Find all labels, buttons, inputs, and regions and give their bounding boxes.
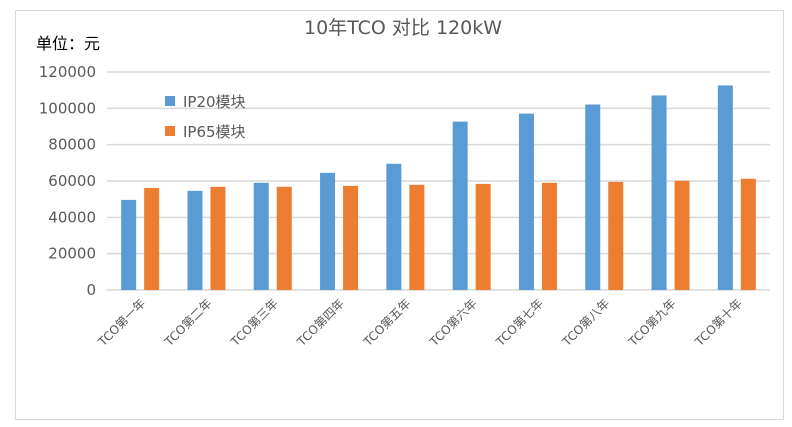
bar-ip65 — [608, 181, 624, 290]
legend-swatch — [165, 96, 175, 106]
bar-ip20 — [386, 163, 402, 290]
x-tick-label: TCO第九年 — [625, 296, 678, 349]
y-tick-label: 120000 — [39, 63, 96, 81]
bar-ip65 — [276, 186, 292, 290]
bar-ip65 — [674, 180, 690, 290]
y-tick-label: 60000 — [48, 172, 96, 190]
bar-ip65 — [409, 184, 425, 290]
legend-label: IP65模块 — [183, 123, 246, 141]
bar-ip20 — [121, 199, 137, 290]
legend-label: IP20模块 — [183, 93, 246, 111]
bar-ip65 — [541, 182, 557, 290]
bar-ip20 — [717, 85, 733, 291]
bar-ip20 — [187, 190, 203, 290]
bar-ip20 — [253, 182, 269, 290]
bar-ip65 — [740, 178, 756, 290]
x-tick-label: TCO第六年 — [426, 296, 479, 349]
x-tick-label: TCO第二年 — [161, 296, 214, 349]
x-tick-label: TCO第七年 — [493, 296, 546, 349]
y-axis-unit-label: 单位：元 — [36, 34, 100, 53]
y-tick-label: 100000 — [39, 99, 96, 117]
bar-ip65 — [144, 187, 160, 290]
bar-ip20 — [518, 113, 534, 290]
bar-ip65 — [210, 186, 226, 290]
bar-ip20 — [585, 104, 601, 290]
y-tick-label: 0 — [86, 281, 96, 299]
x-tick-label: TCO第五年 — [360, 296, 413, 349]
x-tick-label: TCO第十年 — [692, 296, 745, 349]
bar-ip65 — [343, 185, 359, 290]
x-tick-label: TCO第三年 — [228, 296, 281, 349]
legend-swatch — [165, 126, 175, 136]
x-tick-label: TCO第一年 — [95, 296, 148, 349]
bar-ip20 — [452, 121, 468, 290]
x-tick-label: TCO第四年 — [294, 296, 347, 349]
chart-frame — [15, 10, 784, 420]
x-tick-label: TCO第八年 — [559, 296, 612, 349]
bar-ip20 — [651, 95, 667, 290]
y-tick-label: 40000 — [48, 208, 96, 226]
y-tick-label: 80000 — [48, 136, 96, 154]
bar-ip20 — [320, 172, 336, 290]
chart-title: 10年TCO 对比 120kW — [304, 17, 502, 39]
y-tick-label: 20000 — [48, 245, 96, 263]
bar-ip65 — [475, 183, 491, 290]
